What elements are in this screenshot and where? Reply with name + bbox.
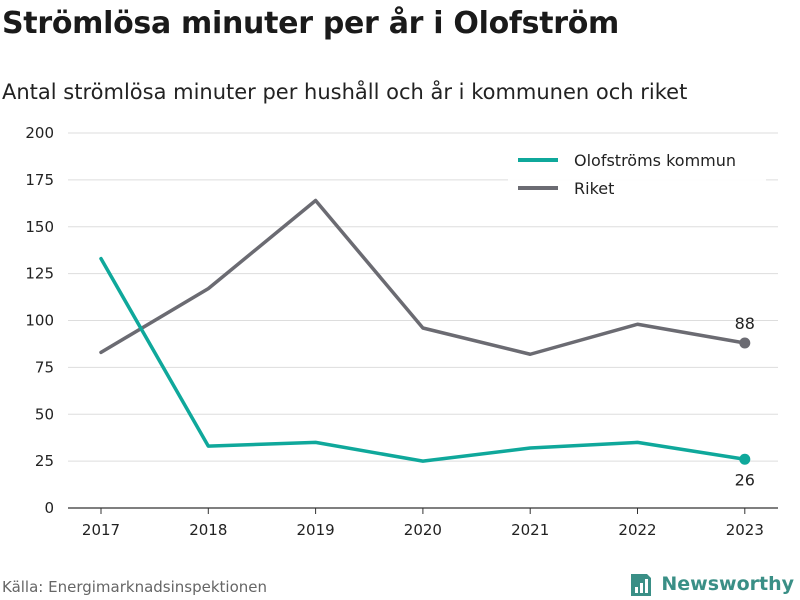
x-tick-label: 2020 <box>404 521 442 539</box>
chart-subtitle: Antal strömlösa minuter per hushåll och … <box>2 80 688 104</box>
legend-label: Riket <box>574 179 614 198</box>
end-point-riket <box>739 337 751 349</box>
x-tick-label: 2022 <box>618 521 656 539</box>
line-chart: 0 25 50 75 100 125 150 175 200 2017 2018 2019 2020 20… <box>25 124 778 539</box>
x-tick-label: 2018 <box>189 521 227 539</box>
newsworthy-logo-icon <box>631 574 652 596</box>
end-value-label: 26 <box>735 470 755 489</box>
x-tick-label: 2023 <box>726 521 764 539</box>
y-tick-label: 75 <box>35 358 54 376</box>
brand-name: Newsworthy <box>661 573 794 595</box>
y-tick-label: 0 <box>44 499 54 517</box>
end-value-label: 88 <box>735 314 755 333</box>
x-tick-label: 2019 <box>297 521 335 539</box>
x-tick-label: 2021 <box>511 521 549 539</box>
y-tick-label: 175 <box>25 171 54 189</box>
y-tick-label: 125 <box>25 265 54 283</box>
end-point-olofstrom <box>739 453 751 465</box>
y-tick-label: 100 <box>25 312 54 330</box>
series-line-olofstrom <box>99 256 747 463</box>
y-tick-label: 50 <box>35 405 54 423</box>
y-tick-label: 200 <box>25 124 54 142</box>
legend-label: Olofströms kommun <box>574 151 736 170</box>
source-note: Källa: Energimarknadsinspektionen <box>2 578 268 596</box>
series-line-riket <box>99 198 747 356</box>
y-tick-label: 150 <box>25 218 54 236</box>
brand-logo[interactable]: Newsworthy <box>629 570 794 598</box>
chart-title: Strömlösa minuter per år i Olofström <box>2 6 620 41</box>
y-tick-label: 25 <box>35 452 54 470</box>
x-tick-label: 2017 <box>82 521 120 539</box>
legend-box <box>508 144 766 206</box>
